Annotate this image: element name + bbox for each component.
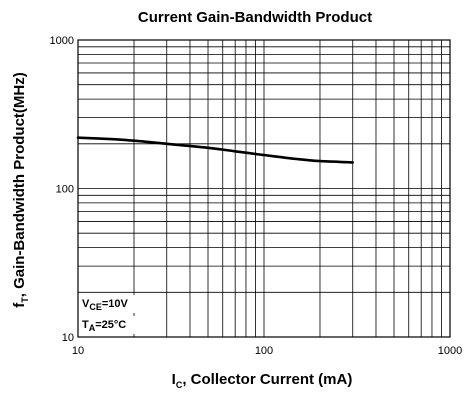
y-axis-label-rest: , Gain-Bandwidth Product(MHz) [11, 72, 28, 297]
x-axis-label: IC, Collector Current (mA) [172, 371, 353, 390]
condition-background [79, 316, 139, 334]
grid [77, 39, 451, 338]
y-tick-label: 10 [62, 332, 74, 344]
y-axis-label-sub: T [20, 297, 30, 303]
x-axis-label-sub: C [176, 380, 183, 390]
y-axis-label: fT, Gain-Bandwidth Product(MHz) [11, 72, 30, 307]
y-tick-label: 1000 [50, 35, 74, 47]
x-tick-label: 1000 [438, 345, 462, 357]
chart-title: Current Gain-Bandwidth Product [138, 9, 372, 26]
test-conditions: VCE=10V TA=25°C [79, 295, 139, 334]
y-tick-label: 100 [56, 184, 74, 196]
plot-frame [77, 39, 451, 338]
y-axis-label-main: f [11, 302, 28, 308]
x-axis-label-main: I [172, 371, 176, 388]
x-axis-label-rest: , Collector Current (mA) [182, 371, 352, 388]
condition-label: TA=25°C [82, 319, 126, 333]
condition-label: VCE=10V [82, 298, 129, 312]
condition-background [79, 295, 139, 313]
gain-bandwidth-curve [76, 136, 354, 164]
x-tick-label: 100 [255, 345, 273, 357]
x-tick-label: 10 [72, 345, 84, 357]
tick-labels: 10 100 1000 10 100 1000 [50, 35, 463, 357]
